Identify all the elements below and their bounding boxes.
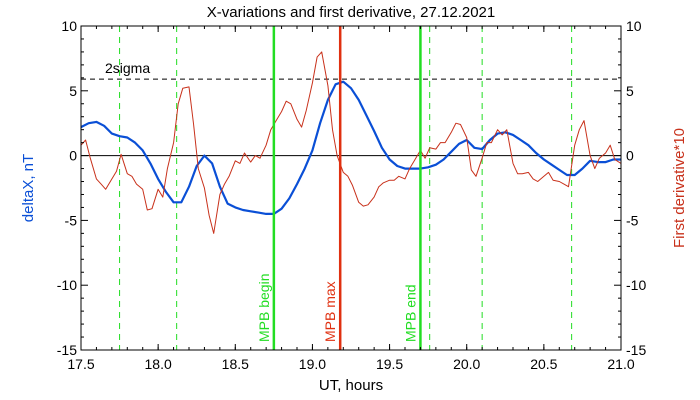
y-axis-title-right: First derivative*10: [671, 128, 688, 248]
x-tick-label-1: 18.0: [145, 356, 172, 372]
x-tick-label-2: 18.5: [222, 356, 249, 372]
y-tick-label-right-4: -10: [626, 277, 646, 293]
x-tick-label-6: 20.5: [530, 356, 557, 372]
derivative-line: [80, 51, 622, 234]
x-axis-title: UT, hours: [319, 377, 383, 394]
x-tick-label-0: 17.5: [67, 356, 94, 372]
y-tick-label-left-0: 10: [61, 18, 77, 34]
y-tick-label-right-5: -15: [626, 342, 646, 358]
mpb-begin-label: MPB begin: [256, 274, 272, 342]
y-tick-label-right-1: 5: [626, 83, 634, 99]
plot-area: 2sigma MPB begin MPB max MPB end: [80, 26, 622, 350]
y-tick-label-left-2: 0: [69, 148, 77, 164]
y-tick-label-left-1: 5: [69, 83, 77, 99]
y-tick-label-right-3: -5: [626, 212, 639, 228]
mpb-max-label: MPB max: [322, 281, 338, 342]
y-tick-label-right-2: 0: [626, 148, 634, 164]
y-axis-title-left: deltaX, nT: [20, 154, 37, 222]
y-tick-label-right-0: 10: [626, 18, 642, 34]
mpb-end-label: MPB end: [402, 284, 418, 342]
x-tick-label-4: 19.5: [376, 356, 403, 372]
x-tick-label-5: 20.0: [453, 356, 480, 372]
deltax-line: [80, 80, 621, 215]
plot-frame: [80, 25, 622, 351]
y-tick-label-left-4: -10: [57, 277, 77, 293]
x-tick-label-7: 21.0: [607, 356, 634, 372]
threshold-label: 2sigma: [105, 60, 150, 76]
y-tick-label-left-3: -5: [65, 212, 78, 228]
axes-ticks: 17.5 18.0 18.5 19.0 19.5 20.0 20.5 21.0 10 5 0 -5 -1…: [57, 18, 647, 372]
y-tick-label-left-5: -15: [57, 342, 77, 358]
x-tick-label-3: 19.0: [299, 356, 326, 372]
chart-title: X-variations and first derivative, 27.12…: [207, 4, 496, 21]
